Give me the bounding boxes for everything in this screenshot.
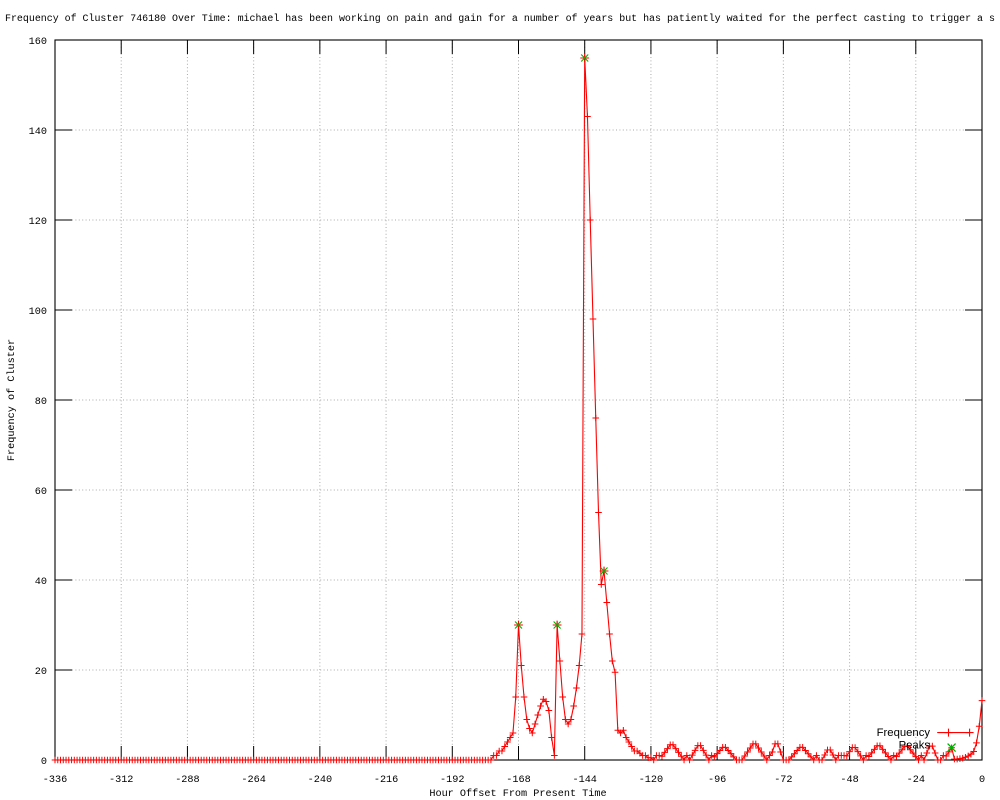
svg-text:80: 80: [35, 397, 47, 408]
svg-text:20: 20: [35, 667, 47, 678]
svg-text:-144: -144: [572, 775, 596, 786]
svg-text:-24: -24: [907, 775, 925, 786]
svg-text:-96: -96: [708, 775, 726, 786]
svg-text:-192: -192: [440, 775, 464, 786]
svg-text:60: 60: [35, 487, 47, 498]
svg-text:140: 140: [29, 127, 47, 138]
svg-text:Frequency of Cluster 746180 Ov: Frequency of Cluster 746180 Over Time: m…: [5, 13, 995, 24]
svg-text:Frequency of Cluster: Frequency of Cluster: [6, 339, 18, 461]
svg-text:40: 40: [35, 577, 47, 588]
svg-text:-216: -216: [374, 775, 398, 786]
svg-text:-168: -168: [506, 775, 530, 786]
svg-text:-336: -336: [43, 775, 67, 786]
svg-text:Hour Offset From Present Time: Hour Offset From Present Time: [429, 788, 606, 800]
svg-text:120: 120: [29, 217, 47, 228]
svg-text:0: 0: [41, 757, 47, 768]
svg-text:Frequency: Frequency: [877, 727, 931, 739]
svg-text:Peaks: Peaks: [899, 739, 931, 751]
svg-text:160: 160: [29, 37, 47, 48]
svg-text:-120: -120: [639, 775, 663, 786]
svg-text:0: 0: [979, 775, 985, 786]
svg-text:-72: -72: [774, 775, 792, 786]
svg-text:-240: -240: [308, 775, 332, 786]
svg-text:-288: -288: [175, 775, 199, 786]
svg-text:-264: -264: [241, 775, 265, 786]
svg-text:100: 100: [29, 307, 47, 318]
svg-text:-312: -312: [109, 775, 133, 786]
svg-text:-48: -48: [840, 775, 858, 786]
